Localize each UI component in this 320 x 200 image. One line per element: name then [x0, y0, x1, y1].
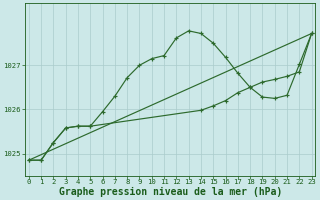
- X-axis label: Graphe pression niveau de la mer (hPa): Graphe pression niveau de la mer (hPa): [59, 186, 282, 197]
